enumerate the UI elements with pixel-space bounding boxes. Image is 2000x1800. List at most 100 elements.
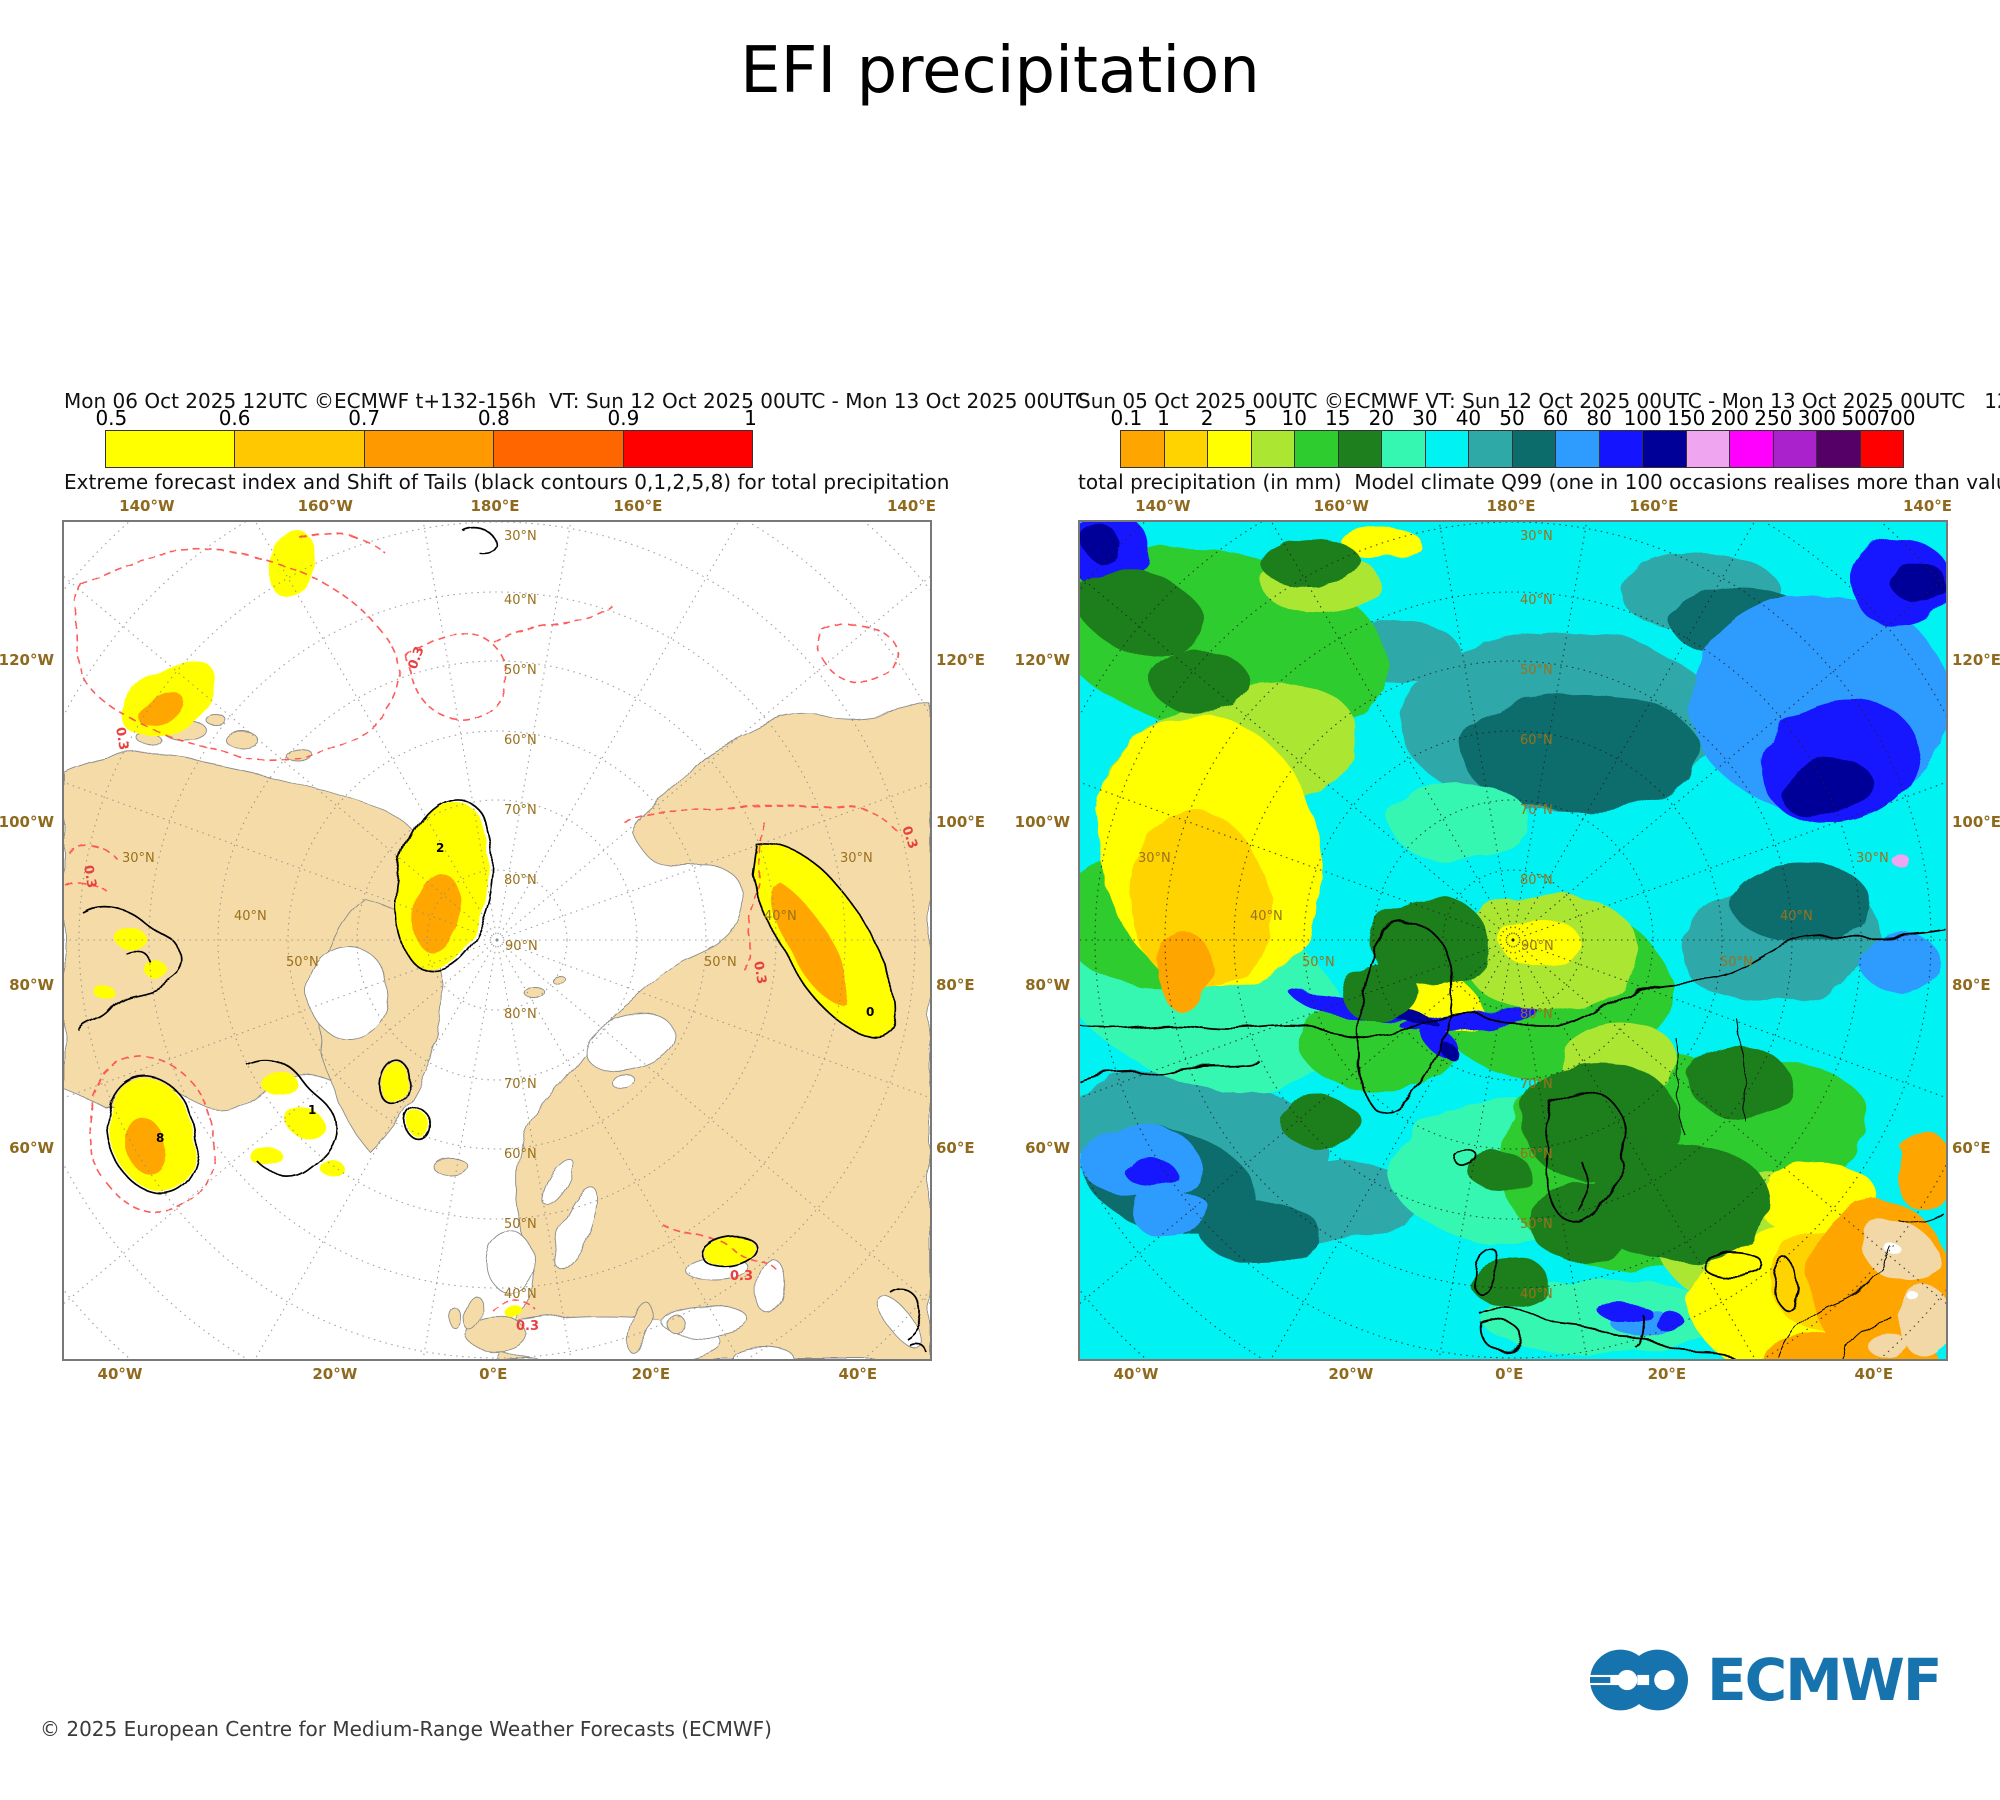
lat-label: 30°N — [1856, 851, 1889, 866]
lat-label: 40°N — [504, 1287, 537, 1302]
efi-warm-patches — [94, 530, 897, 1320]
lat-label: 30°N — [1520, 529, 1553, 544]
left-map-header: Mon 06 Oct 2025 12UTC ©ECMWF t+132-156h … — [64, 334, 1089, 523]
lat-label: 50°N — [704, 955, 737, 970]
sot-label: 0 — [866, 1005, 874, 1019]
lat-label: 40°N — [1250, 909, 1283, 924]
contour-value-label: 0.3 — [516, 1319, 539, 1334]
precip-edge-label-left: 80°W — [1025, 976, 1070, 995]
colorbar-cells — [105, 430, 753, 468]
efi-edge-label-bottom: 40°E — [838, 1365, 878, 1383]
colorbar-cell — [1469, 431, 1513, 467]
lat-label: 30°N — [1138, 851, 1171, 866]
colorbar-cell — [1599, 431, 1643, 467]
left-map-header-line2: Extreme forecast index and Shift of Tail… — [64, 470, 950, 494]
lat-label: 90°N — [1521, 939, 1554, 954]
precip-edge-label-top: 140°E — [1903, 497, 1953, 515]
colorbar-cell — [1512, 431, 1556, 467]
colorbar-tick: 0.1 — [1110, 406, 1143, 430]
efi-edge-label-top: 180°E — [470, 497, 520, 515]
colorbar-cell — [1121, 431, 1165, 467]
contour-value-label: 0.3 — [112, 726, 131, 751]
ecmwf-logo-icon — [1588, 1649, 1688, 1711]
precip-map-frame: 30°N 40°N 50°N 60°N 70°N 80°N 90°N 80°N … — [1078, 520, 1948, 1361]
colorbar-tick: 0.7 — [348, 406, 381, 430]
lat-label: 70°N — [504, 1077, 537, 1092]
lat-label: 50°N — [1520, 663, 1553, 678]
lat-label: 40°N — [234, 909, 267, 924]
efi-edge-label-left: 100°W — [0, 813, 54, 832]
efi-edge-label-top: 140°W — [119, 497, 175, 515]
colorbar-tick: 100 — [1623, 406, 1662, 430]
efi-edge-label-left: 60°W — [9, 1138, 54, 1157]
ecmwf-logo: ECMWF — [1583, 1642, 1942, 1718]
lat-label: 40°N — [1520, 1287, 1553, 1302]
efi-edge-label-right: 100°E — [936, 813, 986, 832]
colorbar-tick: 500 — [1841, 406, 1880, 430]
colorbar-cell — [235, 431, 365, 467]
lat-label: 80°N — [504, 873, 537, 888]
precip-edge-label-bottom: 0°E — [1495, 1365, 1524, 1383]
lat-label: 40°N — [504, 593, 537, 608]
ecmwf-logo-text: ECMWF — [1707, 1646, 1942, 1714]
colorbar-cell — [1295, 431, 1339, 467]
colorbar-tick: 250 — [1754, 406, 1793, 430]
precip-edge-label-left: 60°W — [1025, 1138, 1070, 1157]
left-map-header-line1: Mon 06 Oct 2025 12UTC ©ECMWF t+132-156h … — [64, 389, 1089, 413]
precip-edge-label-bottom: 40°E — [1854, 1365, 1894, 1383]
lat-label: 90°N — [505, 939, 538, 954]
contour-value-label: 0.3 — [898, 824, 920, 851]
lat-label: 70°N — [1520, 1077, 1553, 1092]
colorbar-tick: 60 — [1542, 406, 1569, 430]
colorbar-cell — [1208, 431, 1252, 467]
efi-edge-label-bottom: 0°E — [479, 1365, 508, 1383]
lat-label: 50°N — [1720, 955, 1753, 970]
efi-graticule — [64, 522, 930, 1359]
right-map-header-line2: total precipitation (in mm) Model climat… — [1078, 470, 2000, 494]
lat-label: 80°N — [1520, 873, 1553, 888]
precip-edge-label-top: 140°W — [1135, 497, 1191, 515]
colorbar-tick: 2 — [1200, 406, 1214, 430]
precip-edge-label-left: 120°W — [1014, 650, 1070, 669]
efi-edge-label-bottom: 40°W — [97, 1365, 143, 1383]
colorbar-tick: 0.6 — [218, 406, 251, 430]
colorbar-cell — [1686, 431, 1730, 467]
efi-edge-label-bottom: 20°W — [312, 1365, 358, 1383]
lat-label: 80°N — [1520, 1007, 1553, 1022]
footer: © 2025 European Centre for Medium-Range … — [40, 1652, 1002, 1800]
efi-map-frame: 30°N 40°N 50°N 60°N 70°N 80°N 90°N 80°N … — [62, 520, 932, 1361]
precip-lat-labels: 30°N 40°N 50°N 60°N 70°N 80°N 90°N 80°N … — [1138, 529, 1889, 1302]
colorbar-cell — [623, 431, 753, 467]
lat-label: 30°N — [122, 851, 155, 866]
colorbar-tick: 1 — [1157, 406, 1170, 430]
sot-label: 8 — [156, 1131, 164, 1145]
efi-edge-label-right: 80°E — [936, 976, 975, 995]
colorbar-tick: 1 — [744, 406, 757, 430]
colorbar-cell — [1556, 431, 1600, 467]
colorbar-cell — [494, 431, 624, 467]
contour-value-label: 0.3 — [406, 645, 428, 672]
precip-edge-label-bottom: 40°W — [1113, 1365, 1159, 1383]
colorbar-tick: 0.9 — [607, 406, 640, 430]
colorbar-cell — [364, 431, 495, 467]
lat-label: 40°N — [764, 909, 797, 924]
efi-red-contours — [65, 531, 901, 1313]
right-map-header-line1: Sun 05 Oct 2025 00UTC ©ECMWF VT: Sun 12 … — [1078, 389, 2000, 413]
lat-label: 40°N — [1780, 909, 1813, 924]
lat-label: 50°N — [1520, 1217, 1553, 1232]
colorbar-tick: 20 — [1368, 406, 1395, 430]
colorbar-tick: 30 — [1412, 406, 1438, 430]
efi-edge-label-left: 80°W — [9, 976, 54, 995]
colorbar-cell — [1730, 431, 1774, 467]
colorbar-cell — [1860, 431, 1903, 467]
precip-colorbar: 0.1 1 2 5 10 15 20 30 40 50 60 80 100 150 200 250 300 500… — [1110, 406, 1915, 468]
lat-label: 30°N — [840, 851, 873, 866]
colorbar-tick: 300 — [1797, 406, 1836, 430]
lat-label: 60°N — [504, 1147, 537, 1162]
lat-label: 30°N — [504, 529, 537, 544]
efi-colorbar: 0.5 0.6 0.7 0.8 0.9 1 — [95, 406, 757, 468]
precip-edge-label-right: 80°E — [1952, 976, 1991, 995]
precip-edge-label-bottom: 20°W — [1328, 1365, 1374, 1383]
page-title: EFI precipitation — [740, 34, 1260, 108]
colorbar-tick: 10 — [1281, 406, 1307, 430]
